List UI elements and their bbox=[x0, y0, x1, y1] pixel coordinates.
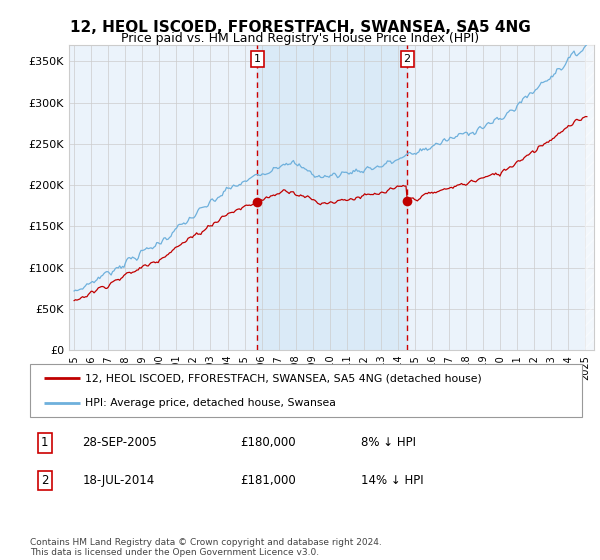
Text: 1: 1 bbox=[41, 436, 49, 449]
Text: 12, HEOL ISCOED, FFORESTFACH, SWANSEA, SA5 4NG (detached house): 12, HEOL ISCOED, FFORESTFACH, SWANSEA, S… bbox=[85, 374, 482, 384]
Bar bbox=[257, 45, 407, 350]
Text: 1: 1 bbox=[254, 54, 261, 64]
Text: HPI: Average price, detached house, Swansea: HPI: Average price, detached house, Swan… bbox=[85, 398, 336, 408]
Text: £180,000: £180,000 bbox=[240, 436, 295, 449]
Text: 2: 2 bbox=[41, 474, 49, 487]
Text: 2: 2 bbox=[404, 54, 411, 64]
Text: 18-JUL-2014: 18-JUL-2014 bbox=[82, 474, 155, 487]
Text: 8% ↓ HPI: 8% ↓ HPI bbox=[361, 436, 416, 449]
Text: 14% ↓ HPI: 14% ↓ HPI bbox=[361, 474, 424, 487]
FancyBboxPatch shape bbox=[30, 364, 582, 417]
Text: Contains HM Land Registry data © Crown copyright and database right 2024.
This d: Contains HM Land Registry data © Crown c… bbox=[30, 538, 382, 557]
Text: Price paid vs. HM Land Registry's House Price Index (HPI): Price paid vs. HM Land Registry's House … bbox=[121, 32, 479, 45]
Text: 28-SEP-2005: 28-SEP-2005 bbox=[82, 436, 157, 449]
Text: 12, HEOL ISCOED, FFORESTFACH, SWANSEA, SA5 4NG: 12, HEOL ISCOED, FFORESTFACH, SWANSEA, S… bbox=[70, 20, 530, 35]
Text: £181,000: £181,000 bbox=[240, 474, 296, 487]
